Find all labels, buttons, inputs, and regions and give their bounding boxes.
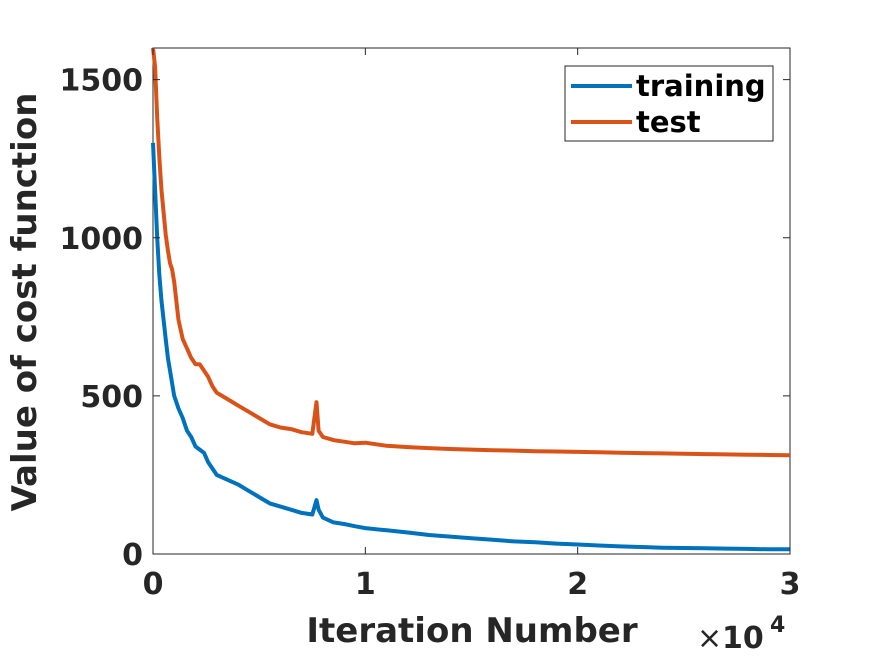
legend-label-test: test (636, 105, 701, 139)
legend-label-training: training (636, 69, 766, 103)
x-axis-label: Iteration Number (306, 611, 637, 651)
y-tick-label: 1500 (60, 64, 144, 99)
y-tick-label: 0 (122, 538, 143, 573)
x-exponent-label: × 10 4 (697, 613, 785, 656)
x-exponent-base: 10 (722, 621, 764, 656)
plot-frame (152, 47, 791, 555)
y-tick-label: 1000 (60, 222, 144, 257)
x-exponent-power: 4 (770, 613, 785, 638)
y-tick-label: 500 (80, 380, 143, 415)
x-tick-label: 2 (567, 567, 588, 602)
series-line-test (151, 47, 791, 458)
x-tick-label: 3 (780, 567, 801, 602)
series-line-training (151, 142, 790, 552)
plot-axes (152, 47, 791, 555)
series-layer (151, 47, 791, 552)
y-axis-label: Value of cost function (5, 93, 45, 512)
x-tick-label: 1 (355, 567, 376, 602)
ticks-layer: 0 1 2 3 0 500 1000 1500 (60, 48, 801, 602)
legend-box (564, 65, 774, 142)
x-tick-label: 0 (143, 567, 164, 602)
legend: training test (564, 65, 774, 142)
x-exponent-times: × (697, 621, 722, 656)
